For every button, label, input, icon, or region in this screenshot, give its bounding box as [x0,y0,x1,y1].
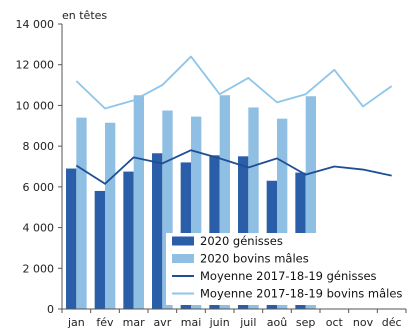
bar-1 [133,95,144,309]
bar-1 [305,96,316,310]
bar-0 [152,153,163,309]
y-tick-label: 6 000 [23,181,55,194]
series-line-0 [75,149,392,185]
bar-0 [123,171,134,309]
x-tick-label: nov [353,316,374,329]
bar-0 [209,155,220,309]
bar-1 [248,107,259,309]
x-tick-label: juin [209,316,230,329]
y-tick-label: 8 000 [23,140,55,153]
series-line-1 [75,55,393,110]
bar-1 [219,95,230,309]
x-tick-label: jan [67,316,85,329]
y-tick-label: 10 000 [16,99,55,112]
x-tick-label: mar [123,316,145,329]
bar-0 [238,156,249,309]
y-axis: 0 2 000 4 000 6 000 8 000 10 000 12 000 14 000 [16,18,63,316]
legend-swatch-bar [172,236,194,246]
bar-1 [76,117,87,310]
x-tick-label: oct [326,316,344,329]
y-tick-label: 12 000 [16,59,55,72]
bar-1 [277,118,288,310]
y-tick-label: 2 000 [23,262,55,275]
x-tick-label: sep [296,316,315,329]
x-tick-label: mai [181,316,202,329]
x-tick-label: aoû [267,316,287,329]
lines [75,55,393,185]
bar-1 [191,116,202,309]
bars [66,95,316,310]
y-tick-label: 14 000 [16,18,55,31]
legend: 2020 génisses 2020 bovins mâles Moyenne 20… [166,233,402,305]
legend-label: Moyenne 2017-18-19 génisses [200,269,377,283]
bar-0 [94,190,105,309]
legend-label: Moyenne 2017-18-19 bovins mâles [200,287,402,301]
legend-label: 2020 bovins mâles [200,252,309,266]
bar-1 [162,110,173,310]
x-tick-label: juil [239,316,256,329]
x-tick-label: déc [382,316,402,329]
legend-swatch-bar [172,254,194,263]
y-tick-label: 0 [47,303,54,316]
x-tick-label: avr [153,316,171,329]
x-axis: jan fév mar avr mai juin juil aoû sep oct nov déc [61,308,407,329]
legend-label: 2020 génisses [200,234,283,248]
bar-1 [105,122,116,309]
y-tick-label: 4 000 [23,222,55,235]
x-tick-label: fév [96,316,114,329]
y-unit-label: en têtes [62,9,107,22]
legend-box [166,233,402,305]
bar-0 [66,168,77,309]
